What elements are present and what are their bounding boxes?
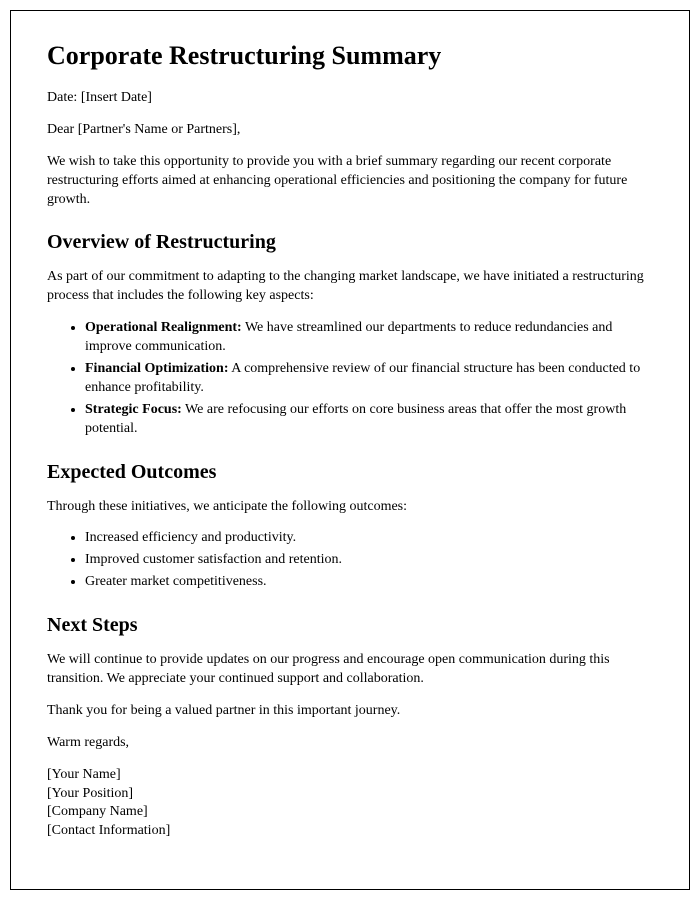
overview-list: Operational Realignment: We have streaml… [85,319,653,438]
list-item: Improved customer satisfaction and reten… [85,551,653,570]
intro-paragraph: We wish to take this opportunity to prov… [47,153,653,210]
salutation: Dear [Partner's Name or Partners], [47,121,653,140]
signature-position: [Your Position] [47,785,653,804]
section-heading-outcomes: Expected Outcomes [47,461,653,484]
list-item: Increased efficiency and productivity. [85,529,653,548]
page-title: Corporate Restructuring Summary [47,41,653,71]
document-page: Corporate Restructuring Summary Date: [I… [10,10,690,890]
list-item: Greater market competitiveness. [85,573,653,592]
signature-contact: [Contact Information] [47,822,653,841]
closing: Warm regards, [47,734,653,753]
signature-block: [Your Name] [Your Position] [Company Nam… [47,766,653,842]
section-heading-overview: Overview of Restructuring [47,231,653,254]
outcomes-list: Increased efficiency and productivity. I… [85,529,653,592]
list-item: Strategic Focus: We are refocusing our e… [85,401,653,439]
nextsteps-para1: We will continue to provide updates on o… [47,651,653,689]
item-label: Operational Realignment: [85,320,242,335]
outcomes-intro: Through these initiatives, we anticipate… [47,498,653,517]
signature-company: [Company Name] [47,803,653,822]
item-label: Financial Optimization: [85,361,229,376]
item-label: Strategic Focus: [85,402,182,417]
date-line: Date: [Insert Date] [47,89,653,108]
section-heading-nextsteps: Next Steps [47,614,653,637]
nextsteps-para2: Thank you for being a valued partner in … [47,702,653,721]
list-item: Financial Optimization: A comprehensive … [85,360,653,398]
list-item: Operational Realignment: We have streaml… [85,319,653,357]
signature-name: [Your Name] [47,766,653,785]
overview-intro: As part of our commitment to adapting to… [47,268,653,306]
